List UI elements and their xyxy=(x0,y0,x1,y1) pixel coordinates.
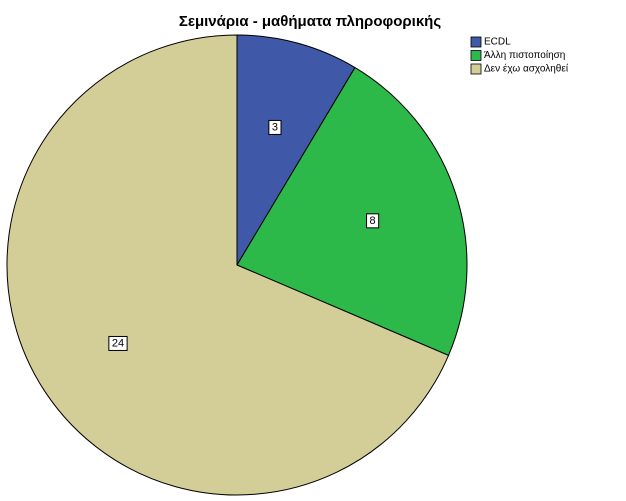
legend-swatch xyxy=(470,36,482,48)
data-label: 3 xyxy=(272,121,278,133)
pie-slice xyxy=(236,34,356,267)
legend-label: Άλλη πιστοποίηση xyxy=(484,49,565,61)
data-label-box xyxy=(108,335,128,351)
legend-swatch xyxy=(470,63,482,75)
pie-slice xyxy=(6,34,450,496)
chart-title: Σεμινάρια - μαθήματα πληροφορικής xyxy=(179,13,442,30)
data-label-group: 3 xyxy=(268,119,282,135)
data-label-box xyxy=(268,119,282,135)
legend-swatch xyxy=(470,50,482,61)
data-label: 8 xyxy=(370,215,376,227)
data-label-group: 24 xyxy=(108,335,128,351)
data-label-box xyxy=(366,213,380,229)
legend-label: ECDL xyxy=(484,37,511,48)
data-label: 24 xyxy=(112,337,124,349)
data-label-group: 8 xyxy=(366,213,380,229)
legend-label: Δεν έχω ασχοληθεί xyxy=(484,63,569,75)
pie-slice xyxy=(236,66,468,357)
